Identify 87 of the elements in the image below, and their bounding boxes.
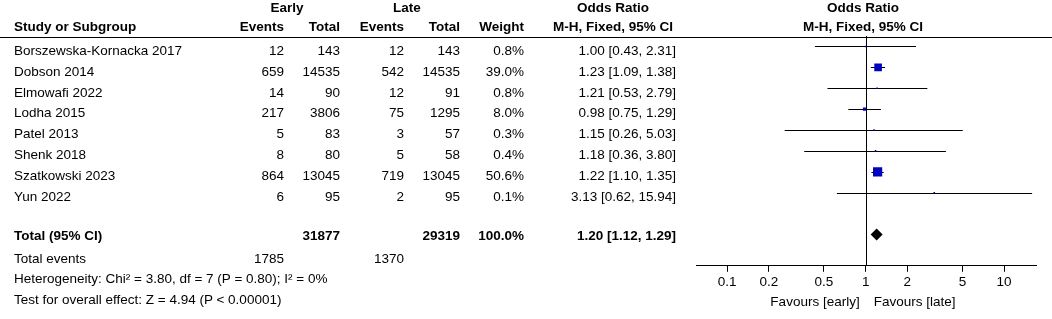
category-label: Shenk 2018 — [14, 147, 87, 163]
text: Heterogeneity: Chi² = 3.80, df = 7 (P = 0.80); I² = 0% — [14, 271, 328, 287]
data-label: 0.4% — [493, 147, 524, 163]
text: Late — [392, 0, 422, 16]
category-label: Total (95% CI) — [14, 228, 103, 244]
category-label: Borszewska-Kornacka 2017 — [14, 43, 183, 59]
data-label: 12 — [388, 43, 404, 59]
data-label: 1.20 [1.12, 1.29] — [576, 228, 676, 244]
text: Test for overall effect: Z = 4.94 (P < 0.00001) — [14, 292, 282, 308]
x-tick-label: 2 — [903, 273, 912, 289]
data-label: 3 — [396, 126, 404, 143]
data-label: 75 — [388, 105, 404, 122]
data-label: 83 — [324, 126, 340, 143]
data-label: 217 — [261, 105, 284, 122]
text: Odds Ratio — [576, 0, 650, 16]
data-label: 0.98 [0.75, 1.29] — [578, 105, 676, 122]
data-label: 5 — [396, 147, 404, 163]
data-label: 12 — [268, 43, 284, 59]
text: Early — [269, 0, 305, 16]
x-tick-label: 0.2 — [759, 273, 779, 289]
data-label: 1.22 [1.10, 1.35] — [578, 167, 676, 184]
x-tick-label: 0.1 — [717, 273, 737, 289]
category-label: Total events — [14, 251, 87, 267]
data-label: 3.13 [0.62, 15.94] — [570, 188, 676, 205]
data-label: 95 — [324, 188, 340, 205]
data-label: 91 — [444, 84, 460, 101]
text: Favours [late] — [873, 293, 956, 309]
category-label: Dobson 2014 — [14, 63, 95, 80]
data-label: 31877 — [302, 228, 340, 244]
data-label: 0.1% — [493, 188, 524, 205]
data-label: 2 — [396, 188, 404, 205]
data-label: 1295 — [429, 105, 460, 122]
data-label: 1.18 [0.36, 3.80] — [578, 147, 676, 163]
category-label: Lodha 2015 — [14, 105, 86, 122]
text: Events — [359, 19, 404, 35]
text: Favours [early] — [770, 293, 860, 309]
category-label: Patel 2013 — [14, 126, 79, 143]
data-label: 13045 — [422, 167, 460, 184]
x-tick-label: 5 — [958, 273, 967, 289]
data-label: 14535 — [302, 63, 340, 80]
data-label: 719 — [381, 167, 404, 184]
data-label: 50.6% — [485, 167, 524, 184]
data-label: 0.8% — [493, 43, 524, 59]
text: Events — [239, 19, 284, 35]
data-label: 80 — [324, 147, 340, 163]
data-label: 8.0% — [493, 105, 524, 122]
data-label: 0.8% — [493, 84, 524, 101]
data-label: 100.0% — [478, 228, 524, 244]
data-label: 1785 — [253, 251, 284, 267]
data-label: 57 — [444, 126, 460, 143]
data-label: 143 — [437, 43, 460, 59]
data-label: 90 — [324, 84, 340, 101]
x-tick-label: 10 — [996, 273, 1012, 289]
data-label: 58 — [444, 147, 460, 163]
data-label: 14 — [268, 84, 284, 101]
data-label: 659 — [261, 63, 284, 80]
data-label: 3806 — [309, 105, 340, 122]
data-label: 0.3% — [493, 126, 524, 143]
data-label: 1.15 [0.26, 5.03] — [578, 126, 676, 143]
data-label: 1370 — [373, 251, 404, 267]
data-label: 95 — [444, 188, 460, 205]
x-tick-label: 1 — [861, 273, 870, 289]
data-label: 143 — [317, 43, 340, 59]
chart-title: Odds Ratio — [826, 0, 900, 16]
data-label: 864 — [261, 167, 284, 184]
data-label: 12 — [388, 84, 404, 101]
chart-subtitle: M-H, Fixed, 95% CI — [802, 19, 924, 35]
data-label: 8 — [276, 147, 284, 163]
data-label: 1.21 [0.53, 2.79] — [578, 84, 676, 101]
text: Total — [308, 19, 340, 35]
data-label: 13045 — [302, 167, 340, 184]
x-tick-label: 0.5 — [814, 273, 834, 289]
text: Total — [428, 19, 460, 35]
category-label: Elmowafi 2022 — [14, 84, 103, 101]
data-label: 6 — [276, 188, 284, 205]
data-label: 1.23 [1.09, 1.38] — [578, 63, 676, 80]
data-label: 542 — [381, 63, 404, 80]
data-label: 1.00 [0.43, 2.31] — [578, 43, 676, 59]
data-label: 5 — [276, 126, 284, 143]
category-label: Yun 2022 — [14, 188, 72, 205]
data-label: 39.0% — [485, 63, 524, 80]
text: M-H, Fixed, 95% CI — [552, 19, 674, 34]
text: Weight — [479, 19, 524, 35]
text: Study or Subgroup — [14, 19, 137, 35]
data-label: 29319 — [422, 228, 460, 244]
data-label: 14535 — [422, 63, 460, 80]
category-label: Szatkowski 2023 — [14, 167, 116, 184]
